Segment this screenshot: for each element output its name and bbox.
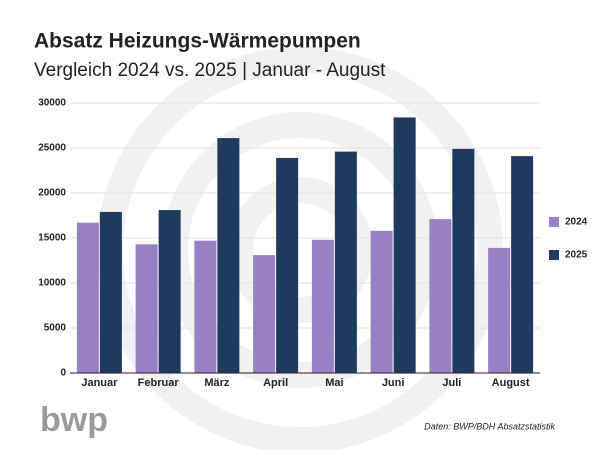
bar [311,239,334,373]
y-tick-label: 5000 [44,323,67,334]
bar [393,117,416,374]
bar [253,255,276,373]
bar [76,222,99,373]
bar [217,138,240,373]
bar [135,244,158,373]
legend-swatch [549,217,559,227]
y-tick-label: 15000 [38,233,66,244]
x-tick-label: Juli [442,377,461,389]
y-tick-label: 10000 [38,278,66,289]
x-tick-label: Februar [138,377,180,389]
bar [452,148,475,373]
bar [429,219,452,373]
y-tick-label: 30000 [38,98,66,109]
x-tick-label: Januar [81,377,118,389]
bar [370,230,393,373]
source-note: Daten: BWP/BDH Absatzstatistik [424,421,555,431]
x-tick-label: Mai [325,377,343,389]
chart-subtitle: Vergleich 2024 vs. 2025 | Januar - Augus… [34,60,386,81]
bar [99,211,122,373]
legend-swatch [549,250,559,260]
chart-title: Absatz Heizungs-Wärmepumpen [34,30,361,53]
y-tick-label: 0 [60,368,66,379]
bar [276,157,299,373]
bar [334,151,357,373]
bar [488,247,511,373]
legend-label: 2024 [565,217,588,228]
bar [158,210,181,373]
y-tick-label: 25000 [38,143,66,154]
legend-label: 2025 [565,250,588,261]
bar [511,156,534,373]
logo: bwp [40,401,108,439]
y-tick-label: 20000 [38,188,66,199]
x-tick-label: März [204,377,230,389]
x-tick-label: Juni [382,377,405,389]
bar [194,240,217,373]
x-tick-label: April [263,377,288,389]
x-tick-label: August [492,377,530,389]
